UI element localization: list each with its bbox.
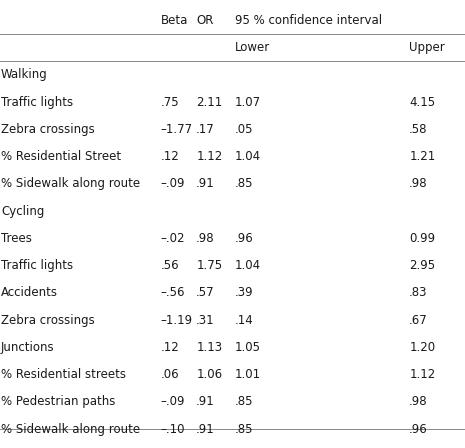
Text: 1.75: 1.75 [196,259,222,272]
Text: Zebra crossings: Zebra crossings [1,314,95,327]
Text: 1.07: 1.07 [235,95,261,108]
Text: –.09: –.09 [160,395,185,408]
Text: .91: .91 [196,422,215,435]
Text: 1.05: 1.05 [235,341,261,354]
Text: 1.13: 1.13 [196,341,222,354]
Text: .57: .57 [196,286,215,299]
Text: 1.06: 1.06 [196,368,222,381]
Text: .31: .31 [196,314,215,327]
Text: 1.20: 1.20 [409,341,435,354]
Text: .98: .98 [409,395,428,408]
Text: –1.19: –1.19 [160,314,193,327]
Text: .58: .58 [409,123,428,136]
Text: Zebra crossings: Zebra crossings [1,123,95,136]
Text: .56: .56 [160,259,179,272]
Text: .98: .98 [196,232,215,245]
Text: .17: .17 [196,123,215,136]
Text: 1.04: 1.04 [235,259,261,272]
Text: % Pedestrian paths: % Pedestrian paths [1,395,115,408]
Text: 1.04: 1.04 [235,150,261,163]
Text: .67: .67 [409,314,428,327]
Text: 1.12: 1.12 [409,368,435,381]
Text: 95 % confidence interval: 95 % confidence interval [235,14,382,27]
Text: .96: .96 [235,232,253,245]
Text: Junctions: Junctions [1,341,54,354]
Text: .05: .05 [235,123,253,136]
Text: .85: .85 [235,395,253,408]
Text: Lower: Lower [235,41,270,54]
Text: .96: .96 [409,422,428,435]
Text: 2.95: 2.95 [409,259,435,272]
Text: % Residential Street: % Residential Street [1,150,121,163]
Text: 4.15: 4.15 [409,95,435,108]
Text: Accidents: Accidents [1,286,58,299]
Text: .91: .91 [196,395,215,408]
Text: Trees: Trees [1,232,32,245]
Text: 0.99: 0.99 [409,232,435,245]
Text: .91: .91 [196,177,215,190]
Text: –.02: –.02 [160,232,185,245]
Text: 1.01: 1.01 [235,368,261,381]
Text: .83: .83 [409,286,428,299]
Text: 2.11: 2.11 [196,95,222,108]
Text: .12: .12 [160,341,179,354]
Text: .75: .75 [160,95,179,108]
Text: Beta: Beta [160,14,188,27]
Text: .06: .06 [160,368,179,381]
Text: –1.77: –1.77 [160,123,193,136]
Text: .98: .98 [409,177,428,190]
Text: .85: .85 [235,422,253,435]
Text: Cycling: Cycling [1,205,44,218]
Text: .39: .39 [235,286,253,299]
Text: 1.21: 1.21 [409,150,435,163]
Text: .14: .14 [235,314,253,327]
Text: .12: .12 [160,150,179,163]
Text: % Residential streets: % Residential streets [1,368,126,381]
Text: –.10: –.10 [160,422,185,435]
Text: Traffic lights: Traffic lights [1,95,73,108]
Text: OR: OR [196,14,213,27]
Text: % Sidewalk along route: % Sidewalk along route [1,422,140,435]
Text: Traffic lights: Traffic lights [1,259,73,272]
Text: –.56: –.56 [160,286,185,299]
Text: .85: .85 [235,177,253,190]
Text: % Sidewalk along route: % Sidewalk along route [1,177,140,190]
Text: 1.12: 1.12 [196,150,222,163]
Text: –.09: –.09 [160,177,185,190]
Text: Walking: Walking [1,69,48,82]
Text: Upper: Upper [409,41,445,54]
